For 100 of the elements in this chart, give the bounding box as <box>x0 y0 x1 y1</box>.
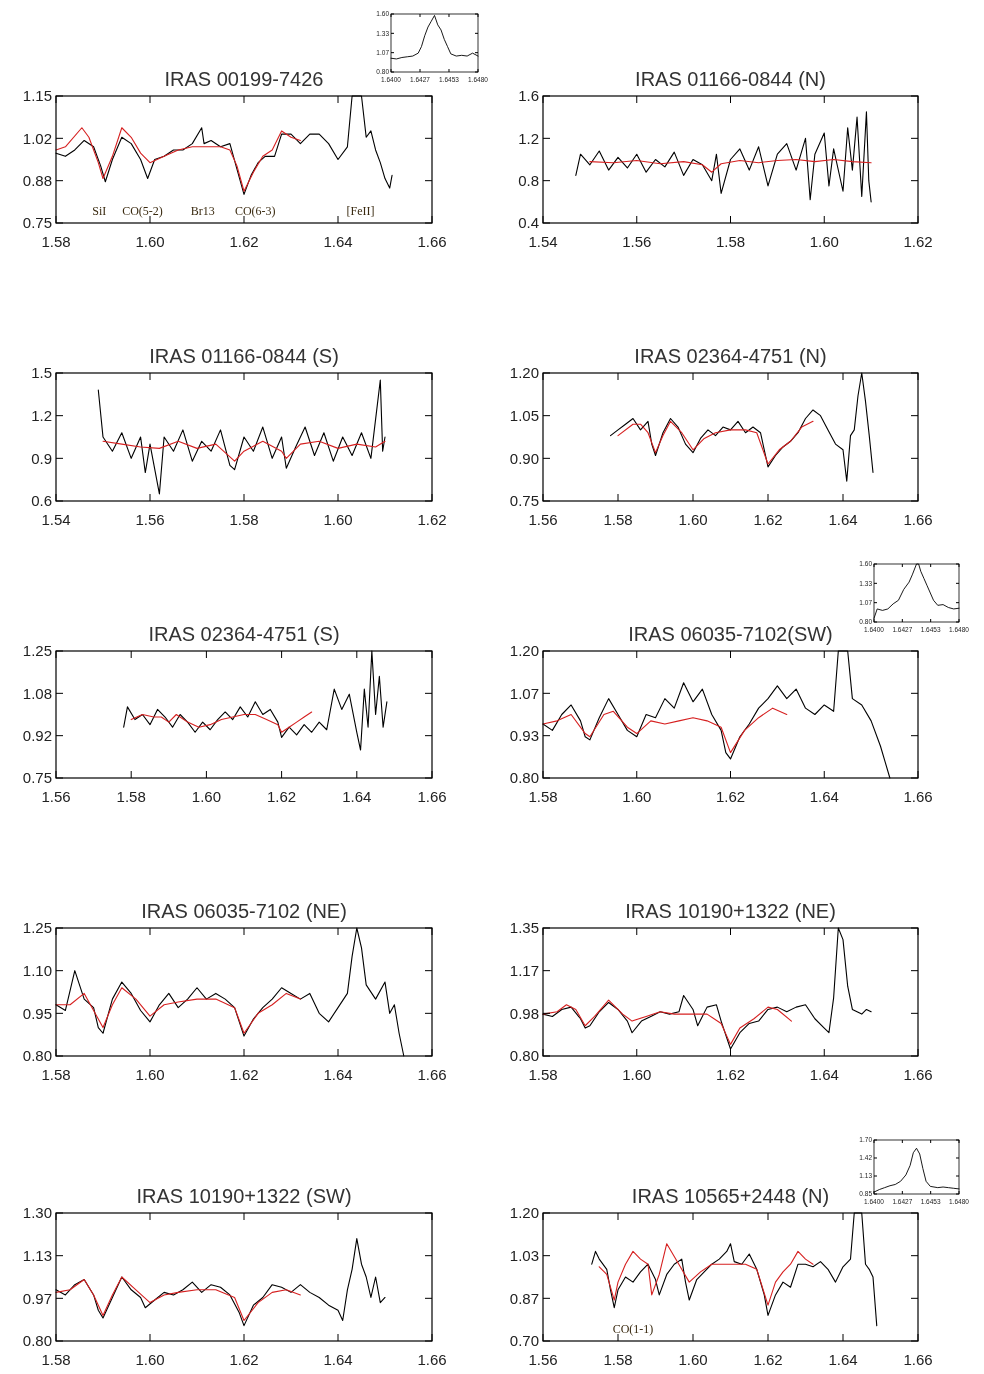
x-tick-label: 1.66 <box>417 1351 447 1368</box>
chart-title: IRAS 10190+1322 (NE) <box>625 900 836 922</box>
annotation: CO(1-1) <box>612 1322 654 1336</box>
y-tick-label: 1.20 <box>509 1204 539 1222</box>
x-tick-label: 1.62 <box>903 233 933 250</box>
x-tick-label: 1.62 <box>715 788 746 805</box>
x-tick-label: 1.58 <box>41 233 71 250</box>
x-tick-label: 1.58 <box>41 1351 71 1368</box>
annotation: CO(5-2) <box>122 204 163 218</box>
y-tick-label: 0.80 <box>22 1047 52 1065</box>
x-tick-label: 1.64 <box>828 1351 858 1368</box>
x-tick-label: 1.64 <box>809 1066 839 1083</box>
annotation: SiI <box>92 204 107 218</box>
chart-title: IRAS 10190+1322 (SW) <box>136 1185 352 1207</box>
x-tick-label: 1.62 <box>417 511 447 528</box>
y-tick-label: 1.17 <box>509 961 539 979</box>
y-tick-label: 0.80 <box>509 769 539 787</box>
y-tick-label: 1.5 <box>31 364 52 382</box>
x-tick-label: 1.58 <box>116 788 146 805</box>
line-series <box>130 711 313 733</box>
line-series <box>575 111 872 203</box>
x-tick-label: 1.60 <box>323 511 353 528</box>
chart-title: IRAS 02364-4751 (N) <box>634 345 827 367</box>
y-tick-label: 1.05 <box>509 406 539 424</box>
x-tick-label: 1.64 <box>342 788 372 805</box>
x-tick-label: 1.58 <box>528 1066 558 1083</box>
x-tick-label: 1.62 <box>229 1351 259 1368</box>
x-tick-label: 1.54 <box>528 233 558 250</box>
x-tick-label: 1.60 <box>678 1351 708 1368</box>
y-tick-label: 0.93 <box>509 726 539 744</box>
x-tick-label: 1.62 <box>753 511 783 528</box>
y-tick-label: 1.13 <box>22 1246 52 1264</box>
x-tick-label: 1.66 <box>417 1066 447 1083</box>
line-series <box>617 420 814 465</box>
chart-title: IRAS 02364-4751 (S) <box>148 623 340 645</box>
x-tick-label: 1.60 <box>809 233 839 250</box>
y-tick-label: 1.25 <box>22 642 52 660</box>
x-tick-label: 1.58 <box>528 788 558 805</box>
x-tick-label: 1.64 <box>323 1066 353 1083</box>
x-tick-label: 1.60 <box>135 1066 165 1083</box>
x-tick-label: 1.62 <box>267 788 297 805</box>
x-tick-label: 1.62 <box>753 1351 783 1368</box>
y-tick-label: 1.6 <box>518 87 539 105</box>
x-tick-label: 1.56 <box>528 1351 558 1368</box>
annotation: Br13 <box>190 204 215 218</box>
line-series <box>598 1243 814 1306</box>
line-series <box>55 987 301 1034</box>
x-tick-label: 1.64 <box>323 1351 353 1368</box>
x-tick-label: 1.56 <box>528 511 558 528</box>
y-tick-label: 0.80 <box>22 1332 52 1350</box>
x-tick-label: 1.56 <box>622 233 652 250</box>
y-tick-label: 0.92 <box>22 726 52 744</box>
x-tick-label: 1.58 <box>603 511 633 528</box>
line-series <box>55 1276 301 1322</box>
x-tick-label: 1.64 <box>323 233 353 250</box>
y-tick-label: 1.15 <box>22 87 52 105</box>
y-tick-label: 1.25 <box>22 919 52 937</box>
y-tick-label: 0.6 <box>31 492 52 510</box>
x-tick-label: 1.54 <box>41 511 71 528</box>
annotation: [FeII] <box>346 204 375 218</box>
y-tick-label: 1.10 <box>22 961 52 979</box>
y-tick-label: 0.95 <box>22 1004 52 1022</box>
x-tick-label: 1.60 <box>135 1351 165 1368</box>
chart-title: IRAS 00199-7426 <box>164 68 324 90</box>
line-series <box>589 158 872 173</box>
x-tick-label: 1.56 <box>135 511 165 528</box>
y-tick-label: 1.03 <box>509 1246 539 1264</box>
y-tick-label: 0.8 <box>518 171 539 189</box>
x-tick-label: 1.66 <box>903 511 933 528</box>
x-tick-label: 1.60 <box>191 788 221 805</box>
y-tick-label: 1.20 <box>509 364 539 382</box>
x-tick-label: 1.60 <box>678 511 708 528</box>
x-tick-label: 1.60 <box>622 788 652 805</box>
y-tick-label: 1.02 <box>22 129 52 147</box>
chart-title: IRAS 01166-0844 (N) <box>635 68 826 90</box>
annotation: CO(6-3) <box>234 204 276 218</box>
chart-title: IRAS 06035-7102 (NE) <box>141 900 347 922</box>
y-tick-label: 0.75 <box>22 214 52 232</box>
x-tick-label: 1.64 <box>809 788 839 805</box>
line-series <box>55 127 301 192</box>
chart-title: IRAS 10565+2448 (N) <box>631 1185 830 1207</box>
y-tick-label: 1.30 <box>22 1204 52 1222</box>
y-tick-label: 1.08 <box>22 684 52 702</box>
x-tick-label: 1.56 <box>41 788 71 805</box>
line-series <box>542 707 788 754</box>
y-tick-label: 0.75 <box>22 769 52 787</box>
x-tick-label: 1.58 <box>229 511 259 528</box>
y-tick-label: 1.07 <box>509 684 539 702</box>
y-tick-label: 0.75 <box>509 492 539 510</box>
x-tick-label: 1.62 <box>715 1066 746 1083</box>
y-tick-label: 0.4 <box>518 214 539 232</box>
y-tick-label: 0.98 <box>509 1004 539 1022</box>
line-series <box>542 999 792 1045</box>
x-tick-label: 1.60 <box>622 1066 652 1083</box>
chart-title: IRAS 01166-0844 (S) <box>149 345 339 367</box>
y-tick-label: 0.9 <box>31 449 52 467</box>
y-tick-label: 0.97 <box>22 1289 52 1307</box>
y-tick-label: 0.90 <box>509 449 539 467</box>
chart-title: IRAS 06035-7102(SW) <box>628 623 833 645</box>
x-tick-label: 1.58 <box>715 233 746 250</box>
